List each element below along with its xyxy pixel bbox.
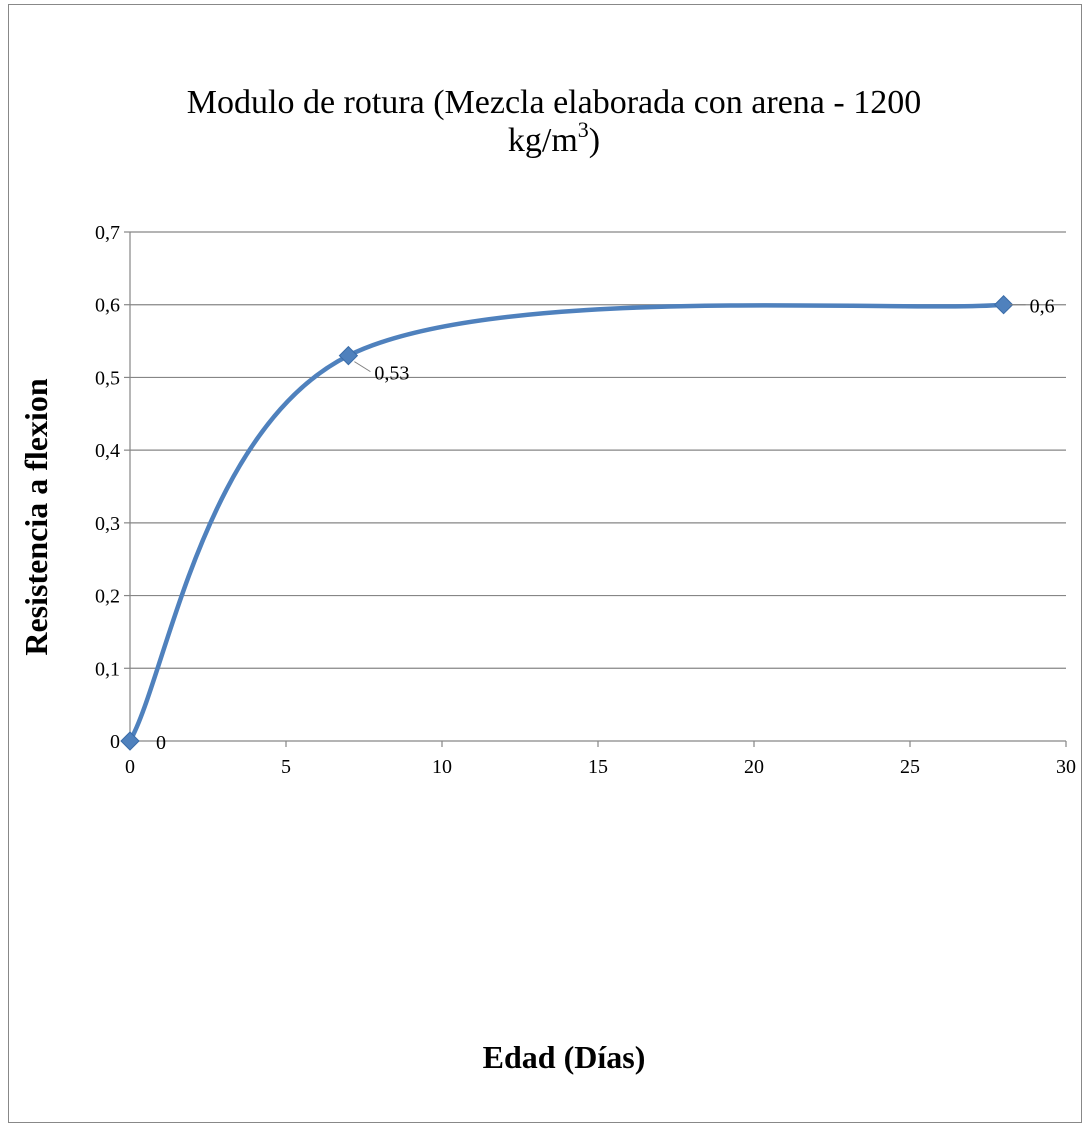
data-point-marker xyxy=(338,345,359,366)
chart-frame: Modulo de rotura (Mezcla elaborada con a… xyxy=(8,4,1082,1123)
grid-lines xyxy=(130,231,1066,669)
chart-title-close: ) xyxy=(589,122,600,159)
y-tick-label: 0,3 xyxy=(95,513,120,535)
series-layer xyxy=(120,295,1014,751)
chart-svg: Modulo de rotura (Mezcla elaborada con a… xyxy=(18,84,1076,1075)
data-label: 0,53 xyxy=(374,363,409,385)
axes xyxy=(124,231,1067,747)
y-axis-title: Resistencia a flexion xyxy=(18,378,54,656)
chart-title-unit: kg/m xyxy=(508,122,578,159)
y-tick-label: 0,6 xyxy=(95,295,120,317)
x-tick-label: 5 xyxy=(281,756,291,778)
x-tick-label: 0 xyxy=(125,756,135,778)
data-label: 0 xyxy=(156,732,166,754)
data-label: 0,6 xyxy=(1030,296,1055,318)
x-tick-labels: 0 5 10 15 20 25 30 xyxy=(125,756,1076,778)
x-tick-label: 20 xyxy=(744,756,764,778)
y-tick-label: 0 xyxy=(110,731,120,753)
data-point-marker xyxy=(993,295,1014,315)
x-tick-label: 25 xyxy=(900,756,920,778)
y-tick-label: 0,4 xyxy=(95,440,120,462)
data-labels: 0 0,53 0,6 xyxy=(156,296,1055,754)
series-line xyxy=(127,302,1006,744)
x-axis-title: Edad (Días) xyxy=(483,1039,646,1075)
y-tick-label: 0,2 xyxy=(95,586,120,608)
x-tick-label: 10 xyxy=(432,756,452,778)
x-tick-label: 30 xyxy=(1056,756,1076,778)
y-tick-label: 0,5 xyxy=(95,367,120,389)
chart-title-line2: kg/m3) xyxy=(508,117,600,159)
data-label-leader xyxy=(354,361,371,373)
y-tick-labels: 0 0,1 0,2 0,3 0,4 0,5 0,6 0,7 xyxy=(95,222,120,753)
y-tick-label: 0,1 xyxy=(95,658,120,680)
chart-title: Modulo de rotura (Mezcla elaborada con a… xyxy=(187,84,921,121)
y-tick-label: 0,7 xyxy=(95,222,120,244)
data-point-marker xyxy=(120,731,140,751)
x-tick-label: 15 xyxy=(588,756,608,778)
chart-title-superscript: 3 xyxy=(578,117,589,142)
